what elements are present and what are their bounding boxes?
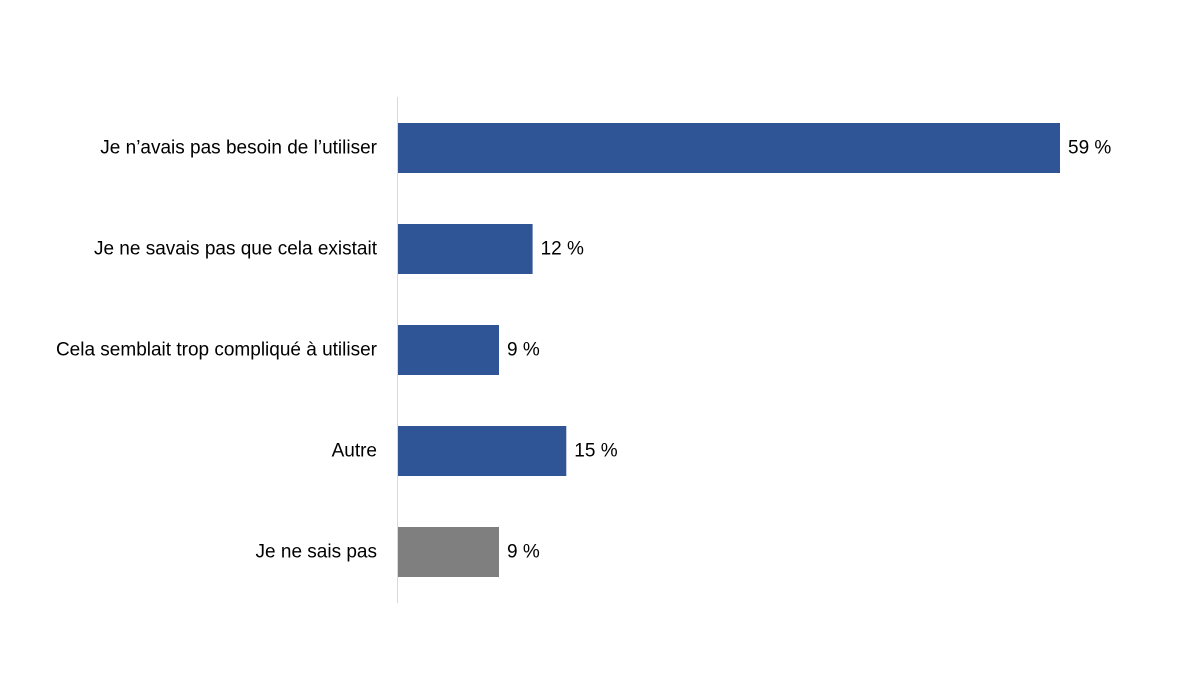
bar-4 bbox=[398, 426, 567, 476]
bar-5 bbox=[398, 527, 499, 577]
value-label-2: 12 % bbox=[541, 239, 584, 260]
labels-layer: Je n’avais pas besoin de l’utiliser 59 % J… bbox=[56, 138, 1111, 563]
value-label-4: 15 % bbox=[574, 441, 617, 462]
category-label-2: Je ne savais pas que cela existait bbox=[94, 239, 378, 260]
bar-2 bbox=[398, 224, 533, 274]
bar-1 bbox=[398, 123, 1060, 173]
value-label-3: 9 % bbox=[507, 340, 540, 361]
bar-3 bbox=[398, 325, 499, 375]
category-label-5: Je ne sais pas bbox=[256, 542, 377, 563]
value-label-5: 9 % bbox=[507, 542, 540, 563]
bars-layer bbox=[398, 123, 1060, 577]
category-label-3: Cela semblait trop compliqué à utiliser bbox=[56, 340, 378, 361]
category-label-1: Je n’avais pas besoin de l’utiliser bbox=[100, 138, 377, 159]
category-label-4: Autre bbox=[332, 441, 377, 462]
value-label-1: 59 % bbox=[1068, 138, 1111, 159]
